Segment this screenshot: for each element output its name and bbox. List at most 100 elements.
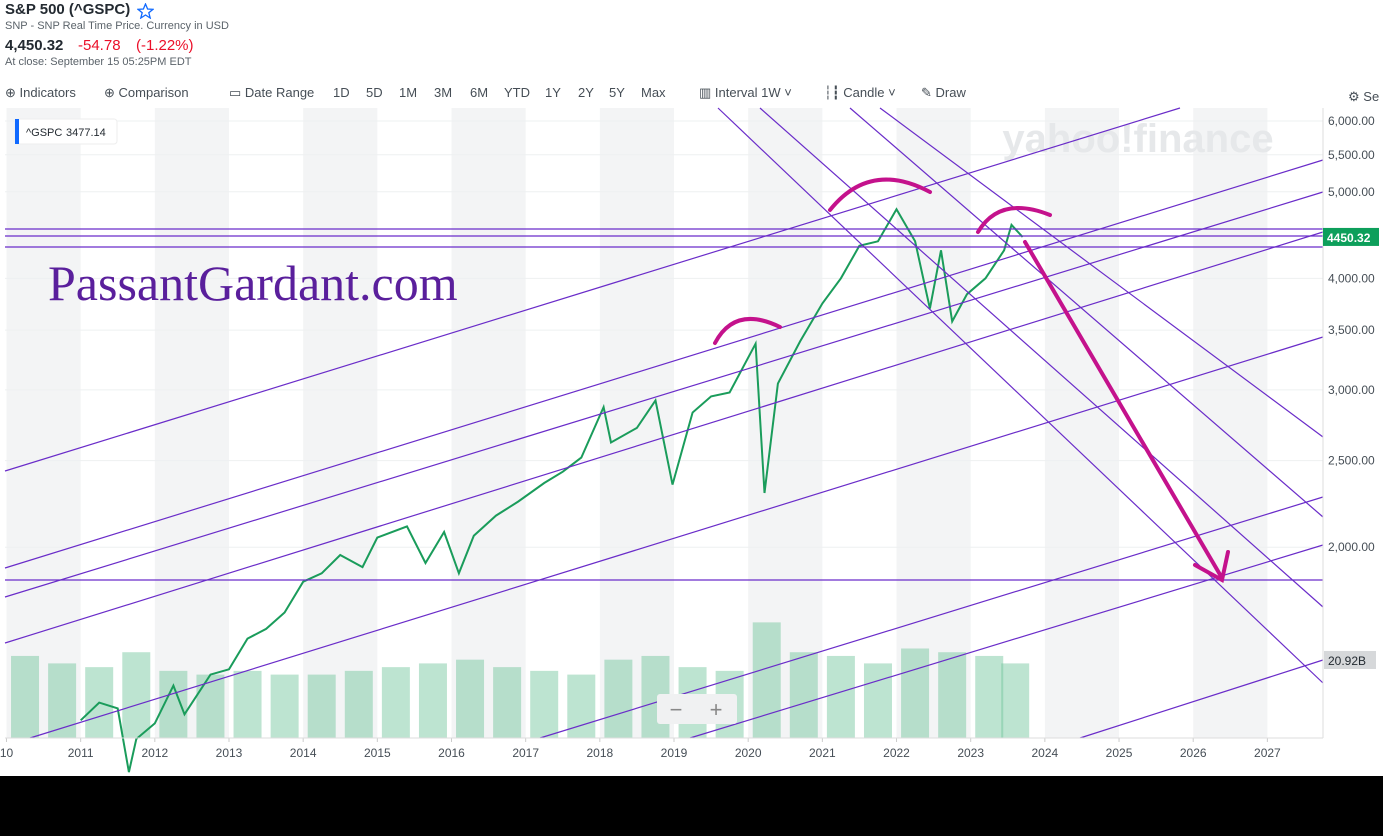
site-annotation: PassantGardant.com bbox=[48, 255, 458, 311]
trend-line bbox=[849, 107, 1324, 518]
interval-label: Interval bbox=[714, 85, 758, 100]
arc-annotation bbox=[828, 177, 932, 212]
interval-button[interactable]: ▥ Interval 1W ˅ bbox=[699, 85, 792, 100]
quote-change-pct: (-1.22%) bbox=[136, 37, 194, 54]
trend-line bbox=[4, 107, 1181, 472]
chart-type-button[interactable]: ┆┇ Candle ˅ bbox=[824, 85, 896, 100]
volume-bar bbox=[270, 674, 299, 738]
chart: yahoo!finance PassantGar bbox=[0, 107, 1379, 773]
date-range-button[interactable]: ▭ Date Range bbox=[229, 85, 315, 100]
volume-bar bbox=[826, 655, 855, 738]
year-bands bbox=[6, 108, 1268, 738]
year-band bbox=[6, 108, 81, 738]
screen: S&P 500 (^GSPC) SNP - SNP Real Time Pric… bbox=[0, 0, 1383, 776]
x-tick-label: 2019 bbox=[661, 746, 688, 760]
range-button[interactable]: 1M bbox=[399, 85, 418, 100]
volume-bar bbox=[307, 674, 336, 738]
range-button[interactable]: YTD bbox=[504, 85, 530, 100]
year-band bbox=[154, 108, 229, 738]
range-button[interactable]: 6M bbox=[470, 85, 489, 100]
range-button[interactable]: 5D bbox=[366, 85, 383, 100]
trend-line bbox=[4, 191, 1324, 598]
last-price-tag bbox=[1323, 227, 1379, 246]
trend-line bbox=[879, 107, 1324, 438]
x-tick-label: 2026 bbox=[1180, 746, 1207, 760]
range-button[interactable]: 1Y bbox=[545, 85, 561, 100]
y-tick-label: 2,000.00 bbox=[1328, 540, 1375, 554]
legend-swatch bbox=[15, 119, 19, 144]
x-tick-label: 2018 bbox=[586, 746, 613, 760]
draw-label: Draw bbox=[935, 85, 966, 100]
quote-title: S&P 500 (^GSPC) bbox=[5, 1, 131, 18]
watchlist-star[interactable] bbox=[137, 3, 154, 19]
x-tick-label: 2012 bbox=[141, 746, 168, 760]
x-tick-label: 2021 bbox=[809, 746, 836, 760]
arrow-head bbox=[1193, 550, 1230, 584]
x-tick-label: 2022 bbox=[883, 746, 910, 760]
y-tick-label: 3,500.00 bbox=[1328, 323, 1375, 337]
y-tick-label: 3,000.00 bbox=[1328, 383, 1375, 397]
volume-bar bbox=[604, 659, 633, 738]
range-button[interactable]: 3M bbox=[434, 85, 453, 100]
date-range-label: Date Range bbox=[244, 85, 315, 100]
watermark: yahoo!finance bbox=[1002, 117, 1273, 161]
volume-bar bbox=[11, 655, 40, 738]
settings-button[interactable]: ⚙ Se bbox=[1348, 89, 1380, 104]
indicators-label: Indicators bbox=[19, 85, 76, 100]
trend-line bbox=[1079, 659, 1324, 739]
x-tick-label: 2015 bbox=[364, 746, 391, 760]
volume-bar bbox=[456, 659, 485, 738]
x-tick-label: 2025 bbox=[1106, 746, 1133, 760]
range-button[interactable]: 1D bbox=[333, 85, 350, 100]
price-series bbox=[80, 207, 1024, 773]
x-tick-label: 2023 bbox=[957, 746, 984, 760]
arc-annotation bbox=[976, 206, 1052, 234]
y-tick-label: 5,500.00 bbox=[1328, 148, 1375, 162]
range-button[interactable]: 5Y bbox=[609, 85, 625, 100]
zoom-controls bbox=[657, 694, 737, 724]
indicators-button[interactable]: ⊕ Indicators bbox=[5, 85, 76, 100]
annotations bbox=[713, 177, 1230, 584]
year-band bbox=[1193, 108, 1268, 738]
x-tick-label: 2017 bbox=[512, 746, 539, 760]
arc-annotation bbox=[713, 317, 782, 345]
x-tick-label: 2014 bbox=[290, 746, 317, 760]
volume-bar bbox=[530, 670, 559, 738]
year-band bbox=[896, 108, 971, 738]
forecast-arrow bbox=[1023, 240, 1224, 580]
x-tick-label: 2013 bbox=[216, 746, 243, 760]
volume-bar bbox=[493, 667, 522, 738]
volume-bar bbox=[789, 652, 818, 738]
x-tick-label: 10 bbox=[0, 746, 13, 760]
zoom-out[interactable]: − bbox=[670, 697, 683, 722]
quote-price: 4,450.32 bbox=[5, 37, 64, 54]
trend-line bbox=[759, 107, 1324, 608]
volume-bar bbox=[233, 670, 262, 738]
range-button[interactable]: 2Y bbox=[578, 85, 594, 100]
chart-type-label: Candle bbox=[843, 85, 885, 100]
volume-bar bbox=[975, 655, 1004, 738]
legend-value: 3477.14 bbox=[66, 127, 106, 139]
trend-line bbox=[4, 159, 1324, 569]
x-tick-label: 2011 bbox=[68, 746, 94, 760]
volume-bar bbox=[196, 674, 225, 738]
y-tick-label: 5,000.00 bbox=[1328, 185, 1375, 199]
volume-bar bbox=[418, 663, 447, 738]
y-tick-label: 6,000.00 bbox=[1328, 114, 1375, 128]
close-note: At close: September 15 05:25PM EDT bbox=[5, 56, 192, 68]
quote-change: -54.78 bbox=[78, 37, 121, 54]
settings-label: Se bbox=[1363, 89, 1380, 104]
volume-bar bbox=[567, 674, 596, 738]
draw-button[interactable]: ✎ Draw bbox=[921, 85, 966, 100]
comparison-button[interactable]: ⊕ Comparison bbox=[104, 85, 189, 100]
year-band bbox=[303, 108, 378, 738]
trend-line bbox=[717, 107, 1324, 684]
range-button[interactable]: Max bbox=[641, 85, 666, 100]
volume-bars bbox=[11, 622, 1030, 738]
interval-value: 1W bbox=[761, 85, 781, 100]
x-tick-label: 2027 bbox=[1254, 746, 1281, 760]
volume-bar bbox=[1001, 663, 1030, 738]
zoom-in[interactable]: + bbox=[710, 697, 723, 722]
grid bbox=[5, 120, 1323, 742]
